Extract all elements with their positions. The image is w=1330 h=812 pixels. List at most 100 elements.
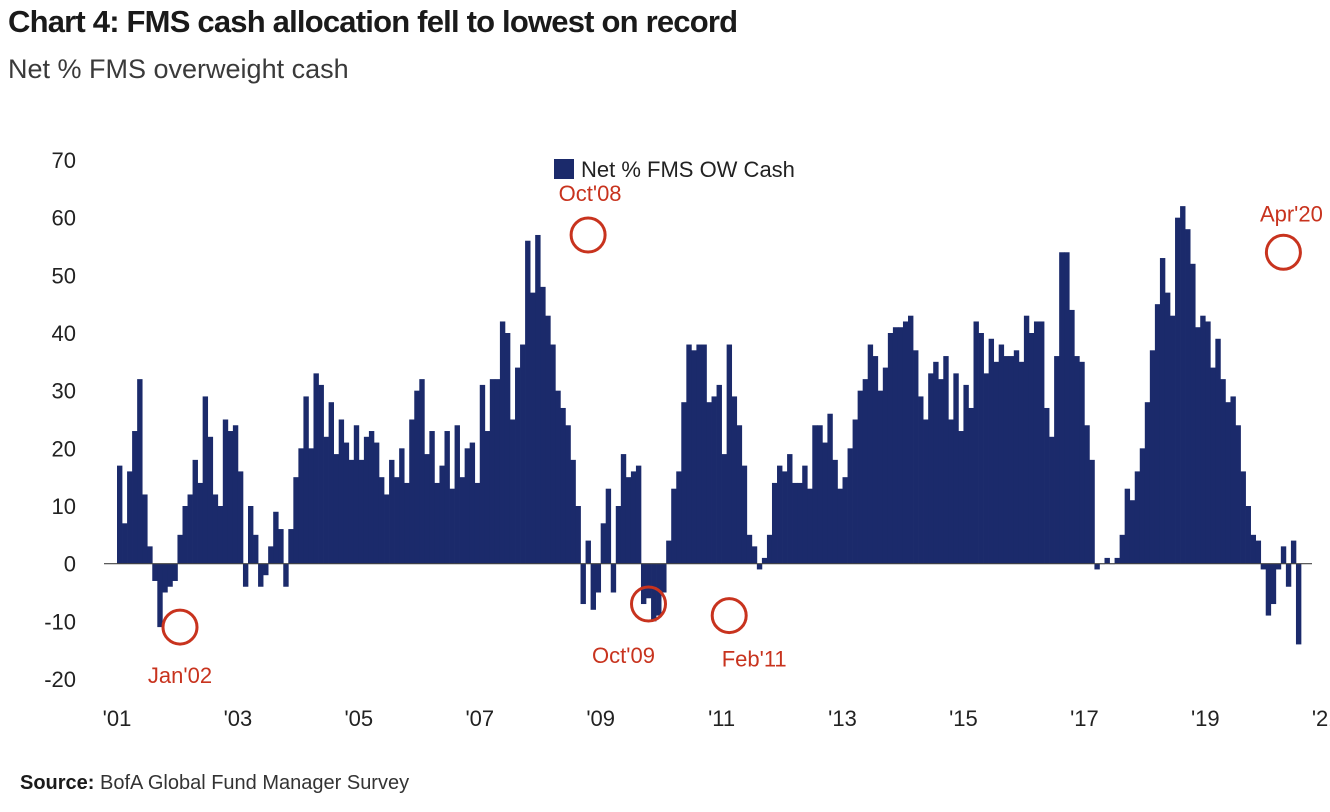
bar: [484, 431, 491, 564]
bar: [666, 540, 672, 564]
bar: [585, 540, 591, 564]
bar: [797, 482, 803, 564]
bar: [751, 546, 758, 564]
annotations-group: Jan'02Oct'08Oct'09Feb'11Apr'20Sep'22Dec'…: [148, 181, 1323, 688]
bar: [892, 327, 899, 564]
bar: [504, 333, 511, 564]
bar: [993, 361, 1000, 564]
bar: [1069, 309, 1075, 564]
bar: [1295, 563, 1302, 645]
source-note: Source: BofA Global Fund Manager Survey: [20, 772, 409, 795]
bar: [1250, 534, 1257, 564]
bar: [253, 534, 259, 564]
bar: [882, 367, 889, 564]
x-tick-label: '13: [828, 706, 857, 731]
bar: [1235, 425, 1241, 564]
bar: [434, 482, 440, 564]
bar: [1225, 402, 1231, 564]
y-tick-label: 0: [64, 552, 76, 577]
bar: [1044, 407, 1050, 564]
bar: [1129, 500, 1136, 564]
bar: [419, 379, 425, 564]
bar: [651, 563, 657, 622]
bar: [122, 523, 128, 564]
bar: [1164, 292, 1171, 564]
bar: [152, 563, 158, 581]
y-tick-label: 20: [52, 436, 76, 461]
bar: [918, 396, 924, 564]
bar: [1265, 563, 1272, 616]
bar: [550, 344, 556, 564]
bar: [661, 563, 667, 593]
bar: [711, 396, 717, 564]
bar: [530, 292, 536, 564]
bar: [787, 454, 793, 564]
bar: [1064, 252, 1070, 564]
bar: [847, 448, 853, 564]
bar: [1079, 361, 1085, 564]
bar: [1149, 350, 1156, 564]
bar: [237, 471, 244, 564]
bar: [394, 477, 400, 564]
bar: [1200, 315, 1206, 564]
bar: [464, 448, 471, 564]
bar: [459, 477, 465, 564]
bar: [691, 350, 697, 564]
y-tick-label: -20: [44, 667, 76, 692]
bar: [273, 511, 279, 564]
bars-group: [117, 206, 1302, 645]
bar: [454, 425, 460, 564]
bar: [217, 506, 224, 564]
bar: [268, 546, 274, 564]
annotation-circle: [161, 608, 199, 646]
bar: [1074, 356, 1080, 564]
bar: [520, 344, 526, 564]
bar: [137, 379, 143, 564]
bar: [378, 477, 385, 564]
x-tick-label: '15: [949, 706, 978, 731]
bar: [1144, 402, 1151, 564]
bar: [1215, 338, 1221, 564]
bar: [474, 482, 481, 564]
bar: [817, 425, 823, 564]
bar: [1008, 356, 1015, 564]
bar: [610, 563, 617, 593]
bar: [953, 373, 959, 564]
bar: [293, 477, 299, 564]
bar: [807, 488, 813, 564]
bar: [540, 286, 546, 564]
bar: [812, 425, 818, 564]
bar: [867, 344, 874, 564]
bar: [333, 454, 340, 564]
bar: [756, 563, 763, 570]
bar: [1124, 488, 1131, 564]
bar: [1185, 229, 1191, 564]
bar: [1089, 459, 1095, 564]
bar: [509, 419, 516, 564]
bar: [963, 384, 969, 564]
bar: [353, 425, 360, 564]
bar: [646, 563, 652, 599]
x-tick-label: '17: [1070, 706, 1099, 731]
bar: [706, 402, 712, 564]
bar: [595, 563, 602, 593]
legend-label: Net % FMS OW Cash: [581, 157, 795, 182]
annotation-circle: [569, 216, 607, 254]
bar: [1139, 448, 1146, 564]
x-tick-label: '03: [224, 706, 253, 731]
bar: [983, 373, 989, 564]
bar: [242, 563, 249, 587]
bar: [343, 442, 350, 564]
bar: [384, 494, 390, 564]
x-tick-label: '11: [708, 706, 735, 731]
bar: [535, 234, 541, 564]
annotation-label: Jan'02: [148, 663, 212, 688]
bar: [1170, 315, 1176, 564]
bar: [1033, 321, 1040, 564]
bar: [1054, 356, 1060, 564]
bar: [248, 506, 254, 564]
bar: [1195, 327, 1201, 564]
annotation-circle: [710, 597, 748, 635]
bar: [1220, 379, 1226, 564]
